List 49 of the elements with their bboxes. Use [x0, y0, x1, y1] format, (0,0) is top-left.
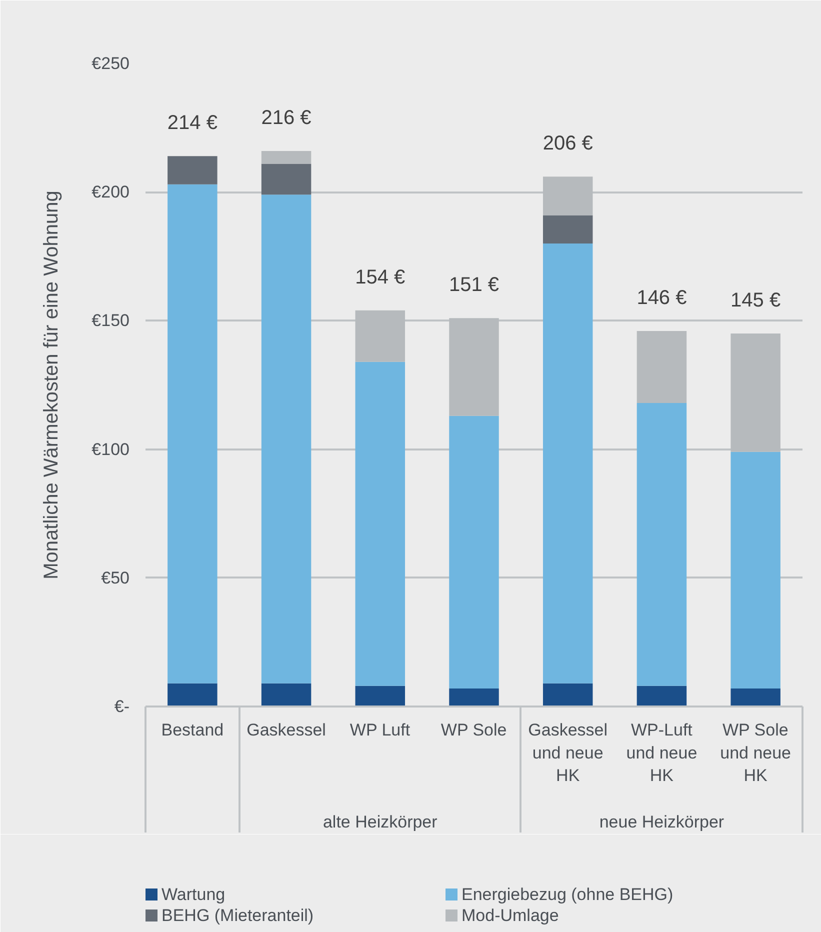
legend-label: Energiebezug (ohne BEHG): [462, 885, 674, 904]
bar: [542, 215, 593, 244]
x-tick-label: Bestand: [161, 720, 224, 740]
total-label: 151 €: [448, 274, 500, 296]
y-tick-label: €150: [92, 311, 130, 330]
bar: [168, 184, 218, 684]
bar: [542, 683, 593, 706]
legend-label: Mod-Umlage: [462, 906, 559, 925]
x-tick-label: Gaskessel und neue HK: [528, 720, 608, 786]
bar: [261, 683, 312, 706]
x-tick-label: Gaskessel: [246, 720, 326, 740]
y-tick-label: €50: [101, 568, 130, 588]
bar: [168, 683, 218, 706]
total-label: 206 €: [542, 132, 593, 155]
bar: [449, 318, 499, 416]
bar: [730, 688, 780, 706]
bar: [542, 244, 593, 684]
bar: [355, 310, 406, 362]
bar: [449, 416, 499, 688]
bar: [261, 164, 312, 195]
bar: [636, 330, 687, 404]
x-tick-label: WP Luft: [350, 720, 410, 740]
bar: [355, 362, 406, 686]
legend-label: Wartung: [162, 885, 226, 904]
total-label: 145 €: [730, 290, 781, 312]
bar: [449, 688, 499, 706]
bar: [636, 686, 687, 706]
text: neue Heizkörper: [599, 812, 724, 832]
bar: [355, 686, 406, 706]
y-tick-label: €200: [92, 182, 130, 202]
y-tick-label: €-: [114, 697, 130, 716]
total-label: 146 €: [636, 286, 687, 309]
text: alte Heizkörper: [322, 812, 438, 832]
bar: [636, 403, 687, 686]
bar: [168, 156, 218, 184]
y-axis-title: Monatliche Wärmekosten für eine Wohnung: [40, 190, 63, 580]
x-tick-label: WP Sole und neue HK: [720, 720, 792, 786]
total-label: 154 €: [355, 266, 406, 288]
y-tick-label: €100: [92, 440, 130, 459]
bar: [730, 452, 780, 688]
y-tick-label: €250: [92, 54, 130, 73]
bar: [730, 334, 780, 452]
total-label: 214 €: [167, 112, 218, 134]
bar: [261, 150, 312, 164]
bar: [261, 194, 312, 684]
x-tick-label: WP Sole: [440, 720, 507, 740]
legend-label: BEHG (Mieteranteil): [162, 906, 314, 925]
x-tick-label: WP-Luft und neue HK: [626, 720, 698, 786]
total-label: 216 €: [261, 106, 312, 129]
